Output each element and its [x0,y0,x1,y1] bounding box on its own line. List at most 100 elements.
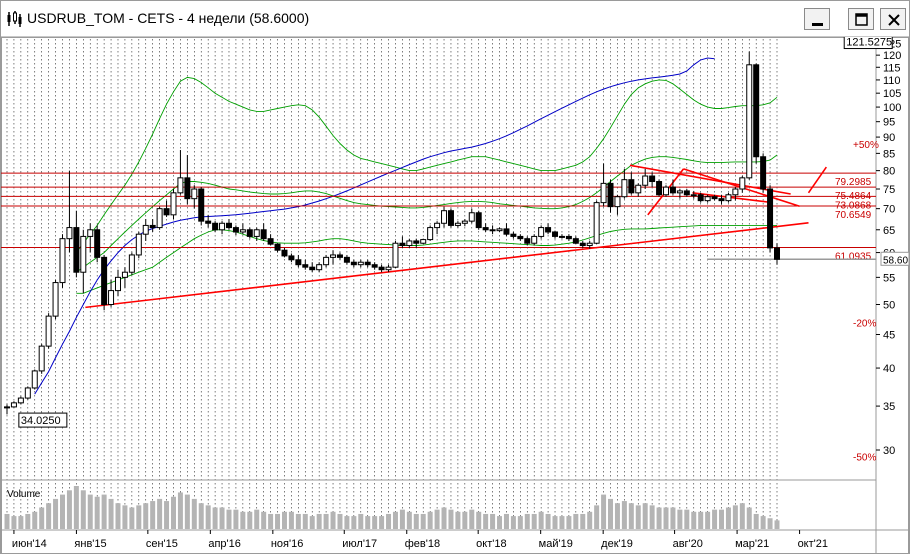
maximize-button[interactable] [848,8,874,30]
volume-bar [503,513,509,529]
volume-bar [330,511,336,529]
volume-bar [233,509,239,529]
candle-body [593,202,600,244]
volume-bar [760,516,766,529]
candle-body [642,175,649,186]
candle-body [38,345,45,372]
volume-bar [66,490,72,529]
price-label: 34.0250 [21,415,61,427]
volume-bar [719,509,725,529]
candle-body [357,261,364,266]
chart-app-icon [7,11,22,27]
y-tick-label: 80 [883,166,895,178]
x-tick-label: мар'21 [735,538,769,550]
candle-body [760,156,767,190]
volume-bar [386,513,392,529]
candle-body [239,229,246,233]
x-tick-label: май'19 [539,538,573,550]
volume-bar [358,513,364,529]
x-tick-label: авг'20 [673,538,703,550]
volume-bar [712,509,718,529]
volume-bar [32,511,38,529]
y-tick-label: 90 [883,132,895,144]
candle-body [704,196,711,202]
candle-body [767,188,774,249]
candle-body [45,315,52,347]
candle-body [364,261,371,266]
candle-body [330,254,337,258]
candle-body [170,192,177,216]
volume-bar [455,511,461,529]
candle-body [184,177,191,200]
candle-body [711,196,718,200]
volume-bar [725,507,731,529]
x-tick-label: окт'18 [476,538,506,550]
volume-bar [191,498,197,529]
volume-bar [649,505,655,529]
volume-bar [351,516,357,529]
volume-bar [122,505,128,529]
y-tick-label: 85 [883,148,895,160]
title-bar[interactable]: USDRUB_TOM - CETS - 4 недели (58.6000) [1,1,909,37]
volume-bar [198,503,204,529]
volume-bar [337,513,343,529]
last-price-box [880,251,909,266]
minimize-button[interactable] [804,8,830,30]
candle-body [579,242,586,247]
volume-bar [670,507,676,529]
percent-label: +50% [853,140,879,151]
volume-bar [226,509,232,529]
maximize-icon [855,13,868,26]
candle-body [378,266,385,271]
x-tick-label: сен'15 [146,538,178,550]
volume-bar [129,507,135,529]
volume-bar [476,511,482,529]
candle-body [246,229,253,237]
candle-body [656,181,663,196]
volume-bar [268,513,274,529]
volume-bar [497,516,503,529]
volume-bar [663,507,669,529]
bollinger-middle [76,154,778,273]
candle-body [274,243,281,251]
price-label-box [18,412,68,428]
candle-body [135,233,142,256]
candle-body [718,198,725,202]
volume-bar [25,513,31,529]
volume-bar [691,511,697,529]
candle-body [489,229,496,232]
candle-body [73,227,80,273]
bollinger-upper [76,76,778,253]
candle-body [163,208,170,216]
candle-body [586,242,593,247]
candle-body [87,229,94,237]
candle-body [59,238,66,284]
candle-body [725,194,732,202]
trendline [692,192,773,204]
candle-body [198,188,205,222]
volume-bar [157,498,163,529]
close-button[interactable] [880,8,906,30]
time-axis: июн'14 янв'15 сен'15 апр'16 ноя'16 июл'17 фев'… [12,530,828,550]
candle-body [524,238,531,244]
chart-frame [1,37,909,554]
volume-bar [538,511,544,529]
volume-bar [372,516,378,529]
volume-bar [552,516,558,529]
y-tick-label: 40 [883,363,895,375]
volume-bar [212,507,218,529]
volume-bar [365,516,371,529]
volume-bar [420,513,426,529]
candle-body [774,247,780,260]
candle-body [177,177,184,194]
price-chart[interactable]: Volume 79.298575.486473.086870.654961.09… [1,37,909,554]
volume-bar [53,498,59,529]
volume-bar [483,513,489,529]
volume-bar [288,511,294,529]
volume-bar [39,507,45,529]
volume-bar [177,492,183,529]
y-tick-label: 45 [883,330,895,342]
candle-body [538,227,545,237]
volume-bar [587,511,593,529]
